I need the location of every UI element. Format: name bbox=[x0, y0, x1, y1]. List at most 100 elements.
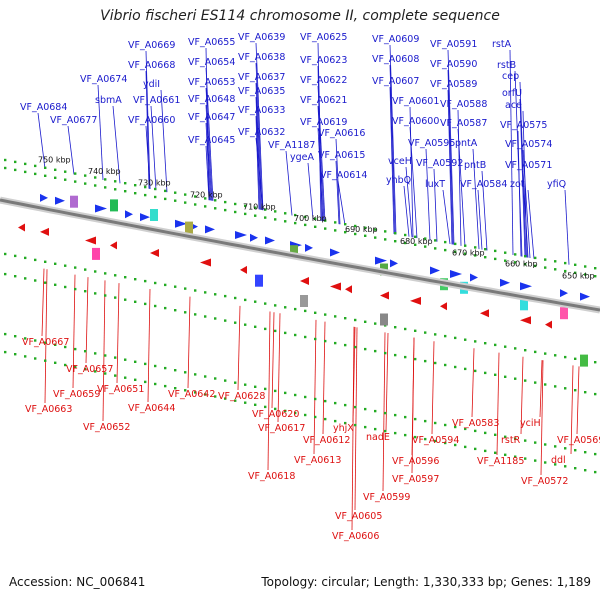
top-gene-label: VF_A0677 bbox=[50, 115, 97, 126]
feature-block bbox=[255, 274, 263, 287]
top-gene-label: vceH bbox=[388, 156, 412, 167]
top-gene-label: VF_A0574 bbox=[505, 139, 552, 150]
bottom-gene-label: VF_A0620 bbox=[252, 409, 299, 420]
forward-gene-arrow bbox=[560, 289, 568, 298]
feature-block bbox=[380, 313, 388, 326]
bottom-gene-label: VF_A0599 bbox=[363, 492, 410, 503]
reverse-gene-arrow bbox=[240, 265, 247, 274]
bottom-gene-label: nadE bbox=[366, 432, 390, 443]
bottom-gene-label: VF_A0612 bbox=[303, 435, 350, 446]
reverse-gene-arrow bbox=[345, 285, 352, 294]
bottom-gene-label: yhjX bbox=[333, 423, 354, 434]
forward-gene-arrow bbox=[450, 270, 462, 278]
top-gene-label: VF_A0637 bbox=[238, 72, 285, 83]
top-gene-label: VF_A0584 bbox=[460, 179, 507, 190]
reverse-gene-arrow bbox=[410, 296, 421, 305]
forward-gene-arrow bbox=[390, 259, 398, 268]
forward-gene-arrow bbox=[520, 282, 532, 291]
top-gene-label: VF_A0601 bbox=[392, 96, 439, 107]
bottom-gene-label: VF_A0613 bbox=[294, 455, 341, 466]
top-gene-label: VF_A0655 bbox=[188, 37, 235, 48]
forward-gene-arrow bbox=[330, 248, 340, 257]
bottom-gene-label: VF_A0597 bbox=[392, 474, 439, 485]
top-gene-label: VF_A0590 bbox=[430, 59, 477, 70]
forward-gene-arrow bbox=[205, 225, 215, 234]
top-gene-label: VF_A0600 bbox=[392, 116, 439, 127]
scale-label: 670 kbp bbox=[452, 248, 485, 257]
top-gene-label: VF_A0674 bbox=[80, 74, 127, 85]
bottom-gene-label: VF_A0667 bbox=[22, 337, 69, 348]
forward-gene-arrow bbox=[55, 196, 65, 205]
reverse-gene-arrow bbox=[330, 282, 341, 291]
feature-block bbox=[185, 221, 193, 234]
top-gene-label: VF_A0615 bbox=[318, 150, 365, 161]
top-gene-label: VF_A0589 bbox=[430, 79, 477, 90]
accession-text: Accession: NC_006841 bbox=[9, 575, 146, 589]
bottom-gene-label: VF_A0642 bbox=[168, 389, 215, 400]
reverse-gene-arrow bbox=[480, 309, 489, 318]
top-gene-label: rstB bbox=[497, 60, 516, 71]
bottom-gene-label: VF_A0605 bbox=[335, 511, 382, 522]
top-gene-label: VF_A0661 bbox=[133, 95, 180, 106]
forward-gene-arrow bbox=[140, 213, 150, 222]
top-gene-label: VF_A0588 bbox=[440, 99, 487, 110]
forward-gene-arrow bbox=[580, 292, 590, 301]
bottom-gene-label: yciH bbox=[520, 418, 541, 429]
bottom-gene-label: VF_A0606 bbox=[332, 531, 379, 542]
top-gene-label: VF_A0645 bbox=[188, 135, 235, 146]
reverse-gene-arrow bbox=[380, 291, 389, 300]
label-leaders bbox=[37, 42, 580, 531]
bottom-gene-label: VF_A0663 bbox=[25, 404, 72, 415]
top-gene-label: ace bbox=[505, 100, 522, 111]
bottom-gene-label: VF_A0659 bbox=[53, 389, 100, 400]
forward-gene-arrow bbox=[470, 273, 478, 282]
topology-summary: Topology: circular; Length: 1,330,333 bp… bbox=[261, 575, 591, 589]
top-gene-label: VF_A0608 bbox=[372, 54, 419, 65]
feature-block bbox=[70, 195, 78, 208]
reverse-gene-arrow bbox=[200, 258, 211, 267]
scale-label: 700 kbp bbox=[294, 214, 327, 223]
bottom-gene-label: VF_A0651 bbox=[97, 384, 144, 395]
forward-gene-arrow bbox=[250, 233, 258, 242]
forward-gene-arrow bbox=[265, 236, 275, 245]
scale-label: 660 kbp bbox=[505, 260, 538, 269]
scale-label: 750 kbp bbox=[38, 155, 71, 164]
top-gene-label: sbmA bbox=[95, 95, 122, 106]
top-gene-label: VF_A0614 bbox=[320, 170, 367, 181]
top-gene-label: VF_A0633 bbox=[238, 105, 285, 116]
bottom-gene-label: VF_A0644 bbox=[128, 403, 175, 414]
top-gene-label: yhbQ bbox=[386, 175, 411, 186]
feature-block bbox=[560, 307, 568, 320]
top-gene-label: VF_A0592 bbox=[416, 158, 463, 169]
top-gene-label: yfiQ bbox=[547, 179, 566, 190]
bottom-gene-label: rstR bbox=[501, 435, 521, 446]
top-gene-label: VF_A0609 bbox=[372, 34, 419, 45]
scale-label: 650 kbp bbox=[562, 272, 595, 281]
scale-labels: 750 kbp 740 kbp 730 kbp 720 kbp 710 kbp 700 k… bbox=[38, 155, 595, 280]
top-gene-label: luxT bbox=[425, 179, 445, 190]
feature-block bbox=[92, 247, 100, 260]
top-gene-label: VF_A0638 bbox=[238, 52, 285, 63]
scale-label: 690 kbp bbox=[345, 225, 378, 234]
scale-label: 740 kbp bbox=[88, 167, 121, 176]
reverse-gene-arrow bbox=[300, 277, 309, 285]
top-gene-label: ygeA bbox=[290, 152, 314, 163]
top-gene-label: VF_A0616 bbox=[318, 128, 365, 139]
scale-label: 710 kbp bbox=[243, 203, 276, 212]
top-gene-label: pntA bbox=[455, 138, 478, 149]
reverse-gene-arrow bbox=[440, 302, 447, 311]
bottom-gene-label: ddl bbox=[551, 455, 566, 466]
feature-block bbox=[110, 199, 118, 212]
reverse-gene-arrow bbox=[150, 249, 159, 257]
feature-block bbox=[290, 245, 298, 258]
bottom-gene-label: VF_A0652 bbox=[83, 422, 130, 433]
reverse-gene-arrow bbox=[85, 236, 96, 245]
reverse-gene-arrow bbox=[545, 320, 552, 329]
top-gene-label: VF_A0648 bbox=[188, 94, 235, 105]
bottom-gene-label: VF_A0617 bbox=[258, 423, 305, 434]
feature-block bbox=[580, 354, 588, 367]
forward-gene-arrow bbox=[375, 256, 387, 265]
top-gene-label: VF_A0623 bbox=[300, 55, 347, 66]
top-gene-label: VF_A0619 bbox=[300, 117, 347, 128]
